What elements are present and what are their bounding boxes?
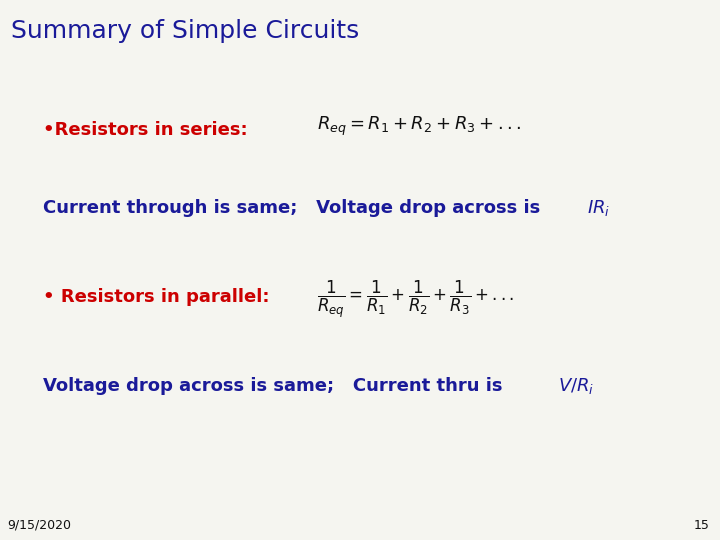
Text: $R_{eq} = R_1 + R_2 + R_3 + ...$: $R_{eq} = R_1 + R_2 + R_3 + ...$ (317, 116, 521, 138)
Text: •Resistors in series:: •Resistors in series: (43, 120, 248, 139)
Text: • Resistors in parallel:: • Resistors in parallel: (43, 288, 270, 306)
Text: Voltage drop across is same;   Current thru is: Voltage drop across is same; Current thr… (43, 377, 509, 395)
Text: $\dfrac{1}{R_{eq}} = \dfrac{1}{R_1} + \dfrac{1}{R_2} + \dfrac{1}{R_3} + ...$: $\dfrac{1}{R_{eq}} = \dfrac{1}{R_1} + \d… (317, 279, 514, 320)
Text: $\mathit{IR}_i$: $\mathit{IR}_i$ (587, 198, 610, 218)
Text: $\mathit{V/R}_i$: $\mathit{V/R}_i$ (558, 376, 594, 396)
Text: Summary of Simple Circuits: Summary of Simple Circuits (11, 19, 359, 43)
Text: 9/15/2020: 9/15/2020 (7, 519, 71, 532)
Text: 15: 15 (693, 519, 709, 532)
Text: Current through is same;   Voltage drop across is: Current through is same; Voltage drop ac… (43, 199, 546, 217)
